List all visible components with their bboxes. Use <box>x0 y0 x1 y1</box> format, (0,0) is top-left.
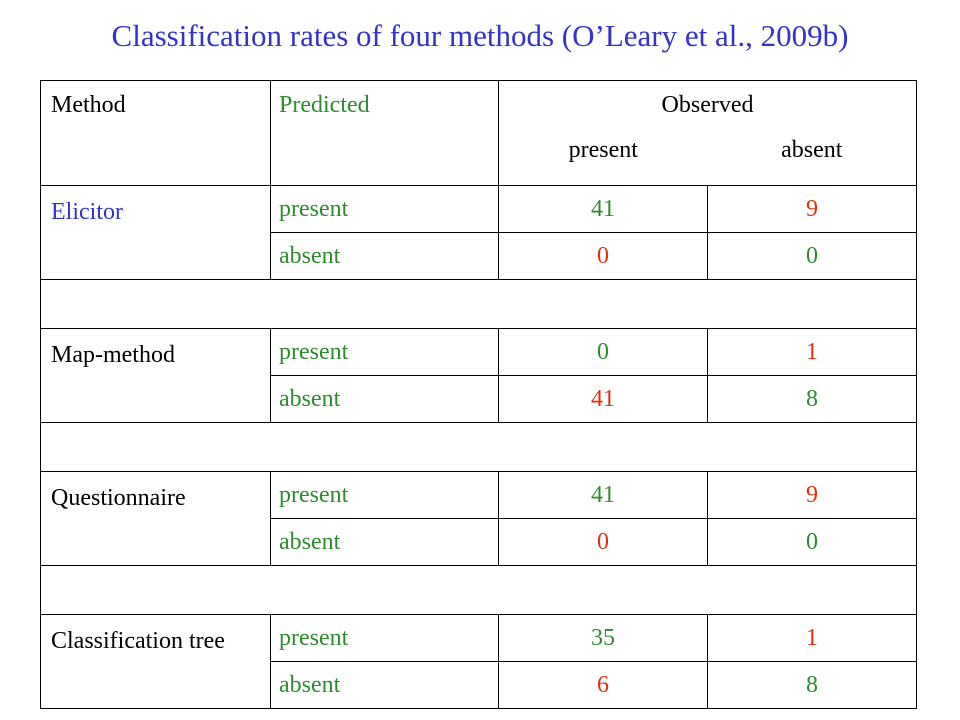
observed-absent-value: 1 <box>707 328 917 376</box>
predicted-label: absent <box>270 661 499 709</box>
predicted-label: present <box>270 328 499 376</box>
observed-absent-value: 8 <box>707 661 917 709</box>
table-row: Questionnaire present 41 9 <box>40 471 917 566</box>
header-observed-present: present <box>568 136 638 163</box>
observed-absent-value: 9 <box>707 471 917 519</box>
spacer-cell <box>40 279 917 329</box>
predicted-label: present <box>270 185 499 233</box>
observed-present-value: 41 <box>498 471 708 519</box>
predicted-label: absent <box>270 232 499 280</box>
header-observed-absent: absent <box>781 136 843 163</box>
spacer-cell <box>40 422 917 472</box>
observed-absent-value: 1 <box>707 614 917 662</box>
method-name-elicitor: Elicitor <box>40 185 271 280</box>
observed-absent-value: 9 <box>707 185 917 233</box>
predicted-label: present <box>270 614 499 662</box>
table-row: absent 0 0 <box>41 232 917 280</box>
predicted-label: present <box>270 471 499 519</box>
method-name-classification-tree: Classification tree <box>40 614 271 709</box>
observed-absent-value: 0 <box>707 518 917 566</box>
observed-present-value: 35 <box>498 614 708 662</box>
observed-present-value: 6 <box>498 661 708 709</box>
spacer-cell <box>40 565 917 615</box>
table-row: Elicitor present 41 9 <box>40 185 917 280</box>
observed-present-value: 0 <box>498 232 708 280</box>
table-row: Classification tree present 35 1 <box>40 614 917 709</box>
observed-present-value: 41 <box>498 185 708 233</box>
header-observed: Observed <box>661 92 754 118</box>
spacer-row <box>40 279 917 329</box>
header-predicted: Predicted <box>270 80 499 186</box>
observed-absent-value: 0 <box>707 232 917 280</box>
page-title: Classification rates of four methods (O’… <box>111 18 849 53</box>
header-observed-cell: Observed present absent <box>498 80 917 186</box>
classification-table: Method Predicted Observed present absent… <box>40 80 917 709</box>
table-row: absent 41 8 <box>41 375 917 423</box>
observed-present-value: 0 <box>498 328 708 376</box>
table-header-row: Method Predicted Observed present absent <box>40 80 917 186</box>
observed-present-value: 0 <box>498 518 708 566</box>
method-name-questionnaire: Questionnaire <box>40 471 271 566</box>
observed-present-value: 41 <box>498 375 708 423</box>
table-row: Map-method present 0 1 <box>40 328 917 423</box>
predicted-label: absent <box>270 375 499 423</box>
method-name-map-method: Map-method <box>40 328 271 423</box>
table-row: absent 6 8 <box>41 661 917 709</box>
spacer-row <box>40 422 917 472</box>
observed-absent-value: 8 <box>707 375 917 423</box>
spacer-row <box>40 565 917 615</box>
header-method: Method <box>40 80 271 186</box>
predicted-label: absent <box>270 518 499 566</box>
